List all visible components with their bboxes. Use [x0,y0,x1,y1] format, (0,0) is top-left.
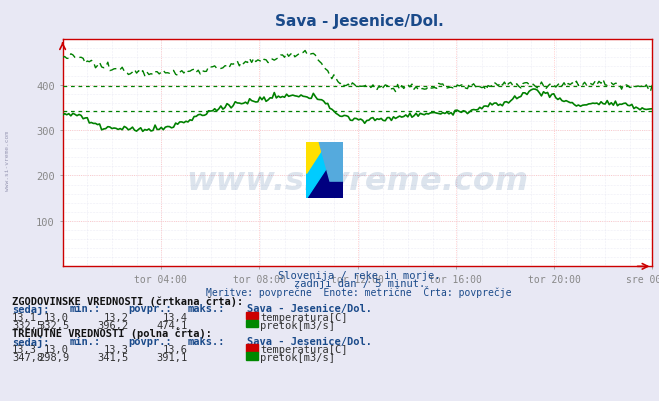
Text: 13,4: 13,4 [163,312,188,322]
Text: maks.:: maks.: [188,304,225,314]
Polygon shape [306,142,343,198]
Polygon shape [306,142,326,173]
Text: min.:: min.: [69,304,100,314]
Text: 13,0: 13,0 [44,344,69,354]
Text: Sava - Jesenice/Dol.: Sava - Jesenice/Dol. [247,336,372,346]
Polygon shape [319,142,343,182]
Text: 347,8: 347,8 [12,352,43,363]
Text: pretok[m3/s]: pretok[m3/s] [260,352,335,363]
Text: sedaj:: sedaj: [12,336,49,347]
Text: TRENUTNE VREDNOSTI (polna črta):: TRENUTNE VREDNOSTI (polna črta): [12,328,212,338]
Text: ZGODOVINSKE VREDNOSTI (črtkana črta):: ZGODOVINSKE VREDNOSTI (črtkana črta): [12,296,243,306]
Text: 13,3: 13,3 [103,344,129,354]
Text: temperatura[C]: temperatura[C] [260,312,348,322]
Text: 474,1: 474,1 [157,320,188,330]
Text: www.si-vreme.com: www.si-vreme.com [186,165,529,196]
Polygon shape [306,142,343,198]
Text: 13,2: 13,2 [103,312,129,322]
Text: Sava - Jesenice/Dol.: Sava - Jesenice/Dol. [247,304,372,314]
Text: 13,1: 13,1 [12,312,37,322]
Text: povpr.:: povpr.: [129,336,172,346]
Text: min.:: min.: [69,336,100,346]
Text: 13,6: 13,6 [163,344,188,354]
Text: 298,9: 298,9 [38,352,69,363]
Text: pretok[m3/s]: pretok[m3/s] [260,320,335,330]
Text: Slovenija / reke in morje.: Slovenija / reke in morje. [278,270,440,280]
Text: temperatura[C]: temperatura[C] [260,344,348,354]
Text: 332,5: 332,5 [38,320,69,330]
Text: 396,2: 396,2 [98,320,129,330]
Text: Sava - Jesenice/Dol.: Sava - Jesenice/Dol. [275,14,444,29]
Text: zadnji dan / 5 minut.: zadnji dan / 5 minut. [293,278,425,288]
Text: 13,3: 13,3 [12,344,37,354]
Text: 332,5: 332,5 [12,320,43,330]
Text: povpr.:: povpr.: [129,304,172,314]
Text: www.si-vreme.com: www.si-vreme.com [5,130,11,190]
Text: Meritve: povprečne  Enote: metrične  Črta: povprečje: Meritve: povprečne Enote: metrične Črta:… [206,286,512,298]
Text: 341,5: 341,5 [98,352,129,363]
Text: maks.:: maks.: [188,336,225,346]
Text: 391,1: 391,1 [157,352,188,363]
Text: sedaj:: sedaj: [12,304,49,314]
Text: 13,0: 13,0 [44,312,69,322]
